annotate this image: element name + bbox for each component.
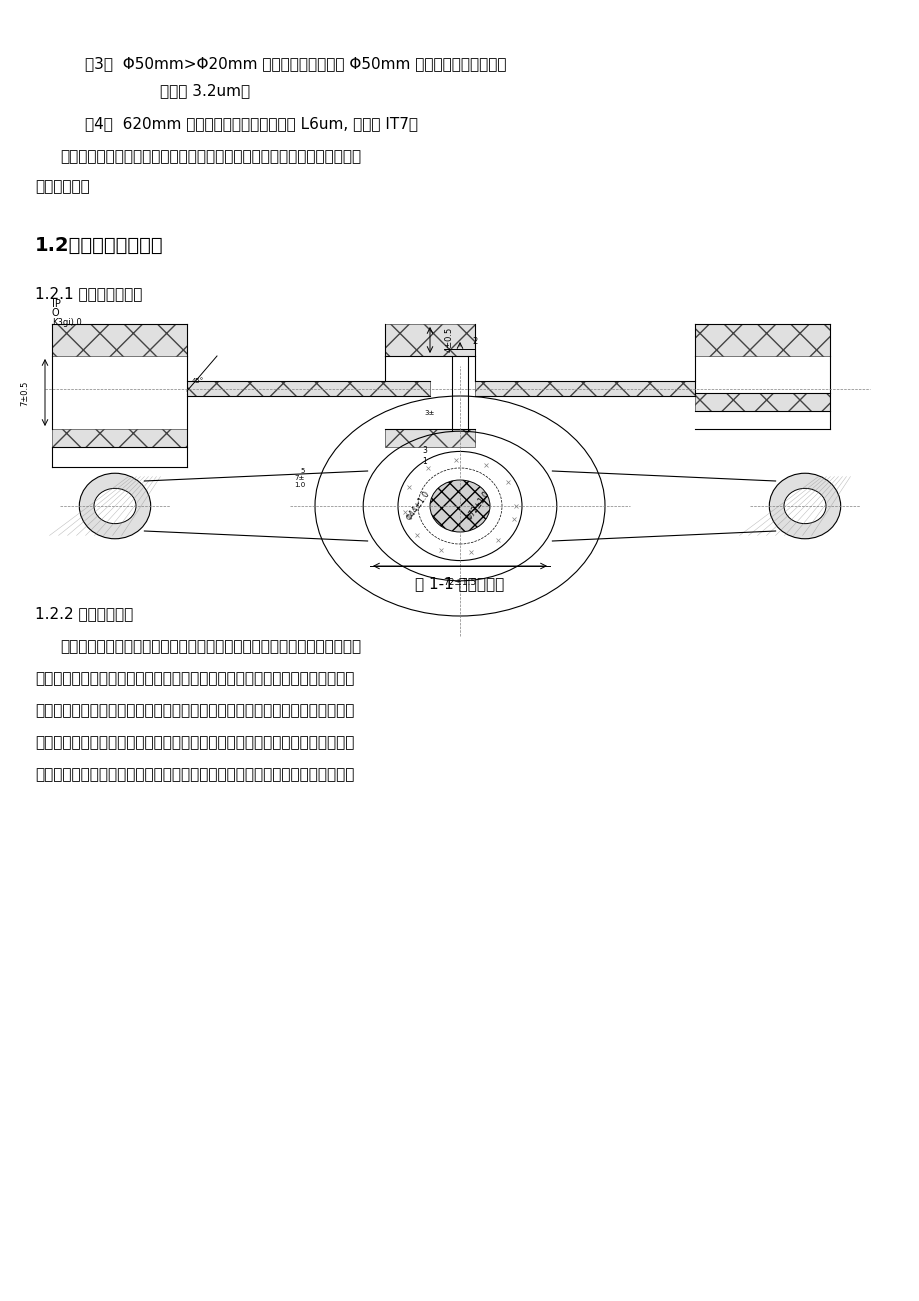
Text: 工另外一组。: 工另外一组。	[35, 180, 90, 194]
Text: 由上面分析可知，加工时应先加工一组表面，再以这组加工后表面为基准加: 由上面分析可知，加工时应先加工一组表面，再以这组加工后表面为基准加	[60, 150, 361, 164]
Text: K3gi).0: K3gi).0	[52, 317, 82, 327]
Bar	[474, 381, 694, 396]
Text: 5
7±
1.0: 5 7± 1.0	[293, 468, 305, 488]
Ellipse shape	[768, 474, 840, 539]
Bar	[187, 381, 429, 396]
Bar	[384, 429, 474, 448]
Text: 是要有加工的可能性，要便于加工，要能保证加工的质量，同时是加工的劳动量: 是要有加工的可能性，要便于加工，要能保证加工的质量，同时是加工的劳动量	[35, 671, 354, 686]
Text: （4）  620mm 的孔内表面的粗糙度误差为 L6um, 精度为 IT7。: （4） 620mm 的孔内表面的粗糙度误差为 L6um, 精度为 IT7。	[85, 116, 417, 131]
Text: 1.2零件工艺规程设计: 1.2零件工艺规程设计	[35, 235, 164, 255]
Ellipse shape	[94, 488, 136, 523]
Text: 一个好的机构不但应该达到设计要求，而且要有好的机械加工工艺性，也就: 一个好的机构不但应该达到设计要求，而且要有好的机械加工工艺性，也就	[60, 639, 361, 654]
Text: 3
1: 3 1	[422, 446, 427, 466]
Text: 1.2.2 基准面的选择: 1.2.2 基准面的选择	[35, 606, 133, 621]
Ellipse shape	[429, 480, 490, 532]
Text: 最小。设计与工艺是密切有关的，又是相輔相成的。关于设计拨叉的加工工艺来: 最小。设计与工艺是密切有关的，又是相輔相成的。关于设计拨叉的加工工艺来	[35, 703, 354, 718]
Bar	[52, 429, 187, 448]
Bar	[52, 324, 187, 356]
Text: IP: IP	[52, 299, 61, 310]
Text: 2: 2	[471, 337, 477, 346]
Text: Φ72±1.0: Φ72±1.0	[464, 489, 492, 523]
Text: 1.2.1 毛坏的制造形式: 1.2.1 毛坏的制造形式	[35, 286, 142, 301]
Text: 72±1.5: 72±1.5	[443, 578, 476, 587]
Text: 加工效率两方面考虑以外，也要适当考虑经济因素。在满足精度要求及生产率的: 加工效率两方面考虑以外，也要适当考虑经济因素。在满足精度要求及生产率的	[35, 768, 354, 782]
Ellipse shape	[79, 474, 151, 539]
Text: O: O	[52, 308, 60, 317]
Text: 7±0.5: 7±0.5	[20, 380, 29, 406]
Text: Φ44±1.0: Φ44±1.0	[404, 489, 432, 523]
Ellipse shape	[783, 488, 825, 523]
Bar	[694, 324, 829, 356]
Text: 4±0.5: 4±0.5	[445, 327, 453, 351]
Text: 说，应选择能够满足内花键加工精度要求的加工方法及设备。除了从加工精度与: 说，应选择能够满足内花键加工精度要求的加工方法及设备。除了从加工精度与	[35, 735, 354, 749]
Text: 图 1-1 拨叉毛坏图: 图 1-1 拨叉毛坏图	[414, 576, 505, 591]
Text: （3）  Φ50mm>Φ20mm 的孔的上、下表面与 Φ50mm 的孔的内表面的粗糙度: （3） Φ50mm>Φ20mm 的孔的上、下表面与 Φ50mm 的孔的内表面的粗…	[85, 56, 506, 72]
Text: 45°: 45°	[192, 379, 204, 384]
Bar	[694, 393, 829, 411]
Text: 误差为 3.2um。: 误差为 3.2um。	[160, 83, 250, 98]
Bar	[384, 324, 474, 356]
Text: 3±: 3±	[425, 410, 435, 416]
